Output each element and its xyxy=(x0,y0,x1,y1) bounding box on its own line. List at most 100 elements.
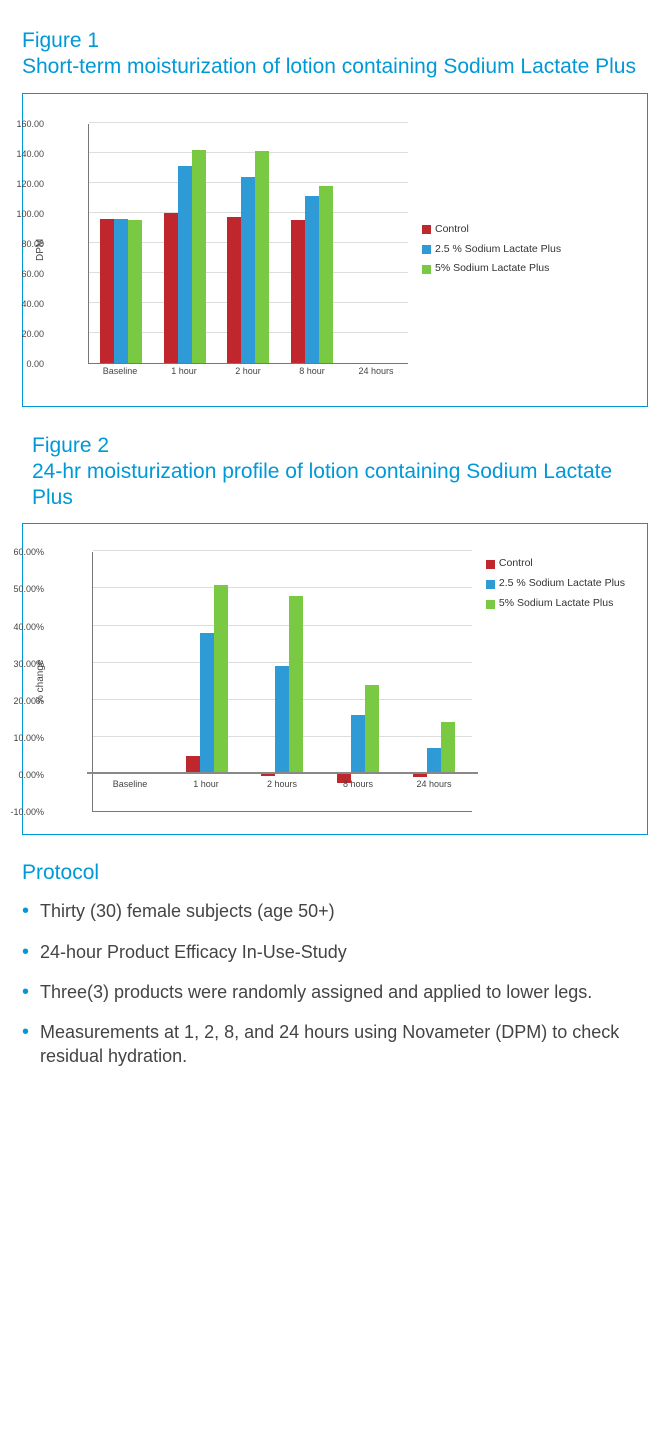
bar xyxy=(227,217,241,363)
figure1-legend: Control2.5 % Sodium Lactate Plus5% Sodiu… xyxy=(422,220,561,280)
figure2-title: Figure 2 24-hr moisturization profile of… xyxy=(32,433,648,512)
figure2-plot: Baseline1 hour2 hours8 hours24 hours xyxy=(92,552,472,812)
protocol-list: Thirty (30) female subjects (age 50+) 24-… xyxy=(22,899,648,1068)
ytick-label: 100.00 xyxy=(16,209,48,219)
bar xyxy=(214,585,228,774)
figure2-ytick-col: -10.00%0.00%10.00%20.00%30.00%40.00%50.0… xyxy=(48,552,92,812)
bar xyxy=(192,150,206,363)
ytick-label: 140.00 xyxy=(16,149,48,159)
protocol-item: Measurements at 1, 2, 8, and 24 hours us… xyxy=(22,1020,648,1069)
ytick-label: 0.00% xyxy=(18,770,48,780)
legend-item: Control xyxy=(486,554,625,574)
bar xyxy=(128,220,142,363)
bar xyxy=(365,685,379,774)
legend-label: 2.5 % Sodium Lactate Plus xyxy=(435,240,561,260)
protocol-item: Three(3) products were randomly assigned… xyxy=(22,980,648,1004)
xtick-label: Baseline xyxy=(92,779,168,789)
zero-line xyxy=(87,772,478,774)
bar-group xyxy=(153,124,217,363)
figure2-xlabels: Baseline1 hour2 hours8 hours24 hours xyxy=(92,779,472,789)
bar-group xyxy=(217,124,281,363)
bar xyxy=(164,213,178,363)
ytick-label: 60.00% xyxy=(13,547,48,557)
legend-swatch xyxy=(422,225,431,234)
bar xyxy=(305,196,319,363)
legend-label: 5% Sodium Lactate Plus xyxy=(499,594,613,614)
xtick-label: 24 hours xyxy=(396,779,472,789)
figure1-title: Figure 1 Short-term moisturization of lo… xyxy=(22,28,648,81)
bar xyxy=(200,633,214,774)
xtick-label: Baseline xyxy=(88,366,152,376)
figure2-label: Figure 2 xyxy=(32,434,109,457)
figure2-chart-box: % change -10.00%0.00%10.00%20.00%30.00%4… xyxy=(22,523,648,835)
ytick-label: 40.00% xyxy=(13,622,48,632)
bar xyxy=(178,166,192,363)
bar xyxy=(255,151,269,363)
gridline xyxy=(93,550,472,551)
figure2-subtitle: 24-hr moisturization profile of lotion c… xyxy=(32,460,612,509)
ytick-label: -10.00% xyxy=(10,807,48,817)
xtick-label: 1 hour xyxy=(168,779,244,789)
ytick-label: 80.00 xyxy=(21,239,48,249)
xtick-label: 8 hour xyxy=(280,366,344,376)
legend-swatch xyxy=(422,245,431,254)
legend-swatch xyxy=(486,580,495,589)
figure1-subtitle: Short-term moisturization of lotion cont… xyxy=(22,55,636,78)
bar xyxy=(319,186,333,363)
bar xyxy=(114,219,128,363)
bar xyxy=(351,715,365,774)
bar-group xyxy=(89,124,153,363)
figure1-plot-area xyxy=(88,124,408,364)
bar xyxy=(241,177,255,363)
legend-item: 5% Sodium Lactate Plus xyxy=(422,259,561,279)
bar xyxy=(289,596,303,774)
figure1-label: Figure 1 xyxy=(22,29,99,52)
legend-swatch xyxy=(486,560,495,569)
legend-item: Control xyxy=(422,220,561,240)
xtick-label: 8 hours xyxy=(320,779,396,789)
ytick-label: 20.00 xyxy=(21,329,48,339)
ytick-label: 30.00% xyxy=(13,659,48,669)
ytick-label: 20.00% xyxy=(13,696,48,706)
xtick-label: 2 hours xyxy=(244,779,320,789)
ytick-label: 40.00 xyxy=(21,299,48,309)
figure1-chart-box: DPM 0.0020.0040.0060.0080.00100.00120.00… xyxy=(22,93,648,407)
figure1-ytick-col: 0.0020.0040.0060.0080.00100.00120.00140.… xyxy=(48,124,88,364)
bar xyxy=(441,722,455,774)
xtick-label: 1 hour xyxy=(152,366,216,376)
bars-layer xyxy=(89,124,408,363)
figure1-plot: Baseline1 hour2 hour8 hour24 hours xyxy=(88,124,408,376)
legend-swatch xyxy=(422,265,431,274)
legend-label: 2.5 % Sodium Lactate Plus xyxy=(499,574,625,594)
ytick-label: 10.00% xyxy=(13,733,48,743)
bar-group xyxy=(280,124,344,363)
protocol-title: Protocol xyxy=(22,861,648,885)
ytick-label: 0.00 xyxy=(26,359,48,369)
bar-group xyxy=(344,124,408,363)
legend-label: 5% Sodium Lactate Plus xyxy=(435,259,549,279)
figure2-plot-area xyxy=(92,552,472,812)
bar xyxy=(413,774,427,777)
ytick-label: 160.00 xyxy=(16,119,48,129)
ytick-label: 60.00 xyxy=(21,269,48,279)
legend-item: 5% Sodium Lactate Plus xyxy=(486,594,625,614)
legend-item: 2.5 % Sodium Lactate Plus xyxy=(486,574,625,594)
bar xyxy=(291,220,305,363)
bar xyxy=(427,748,441,774)
figure2-legend: Control2.5 % Sodium Lactate Plus5% Sodiu… xyxy=(486,554,625,614)
gridline xyxy=(89,122,408,123)
legend-label: Control xyxy=(499,554,533,574)
protocol-item: Thirty (30) female subjects (age 50+) xyxy=(22,899,648,923)
bar xyxy=(275,666,289,774)
legend-swatch xyxy=(486,600,495,609)
xtick-label: 24 hours xyxy=(344,366,408,376)
legend-item: 2.5 % Sodium Lactate Plus xyxy=(422,240,561,260)
ytick-label: 50.00% xyxy=(13,584,48,594)
ytick-label: 120.00 xyxy=(16,179,48,189)
bar xyxy=(100,219,114,363)
xtick-label: 2 hour xyxy=(216,366,280,376)
bar xyxy=(261,774,275,776)
legend-label: Control xyxy=(435,220,469,240)
protocol-item: 24-hour Product Efficacy In-Use-Study xyxy=(22,940,648,964)
figure1-xlabels: Baseline1 hour2 hour8 hour24 hours xyxy=(88,366,408,376)
